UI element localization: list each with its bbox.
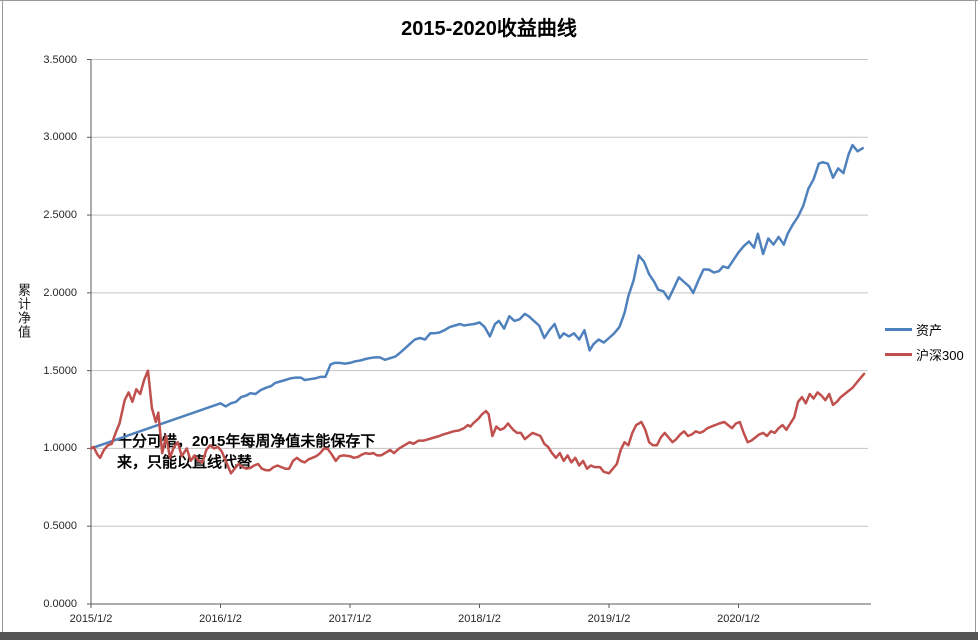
y-tick-label: 1.0000 (43, 442, 77, 455)
y-tick-label: 0.0000 (43, 598, 77, 610)
series-line-hs300 (89, 369, 866, 475)
chart-title: 2015-2020收益曲线 (401, 18, 577, 40)
y-tick-label: 2.0000 (43, 286, 77, 299)
legend-label: 资产 (916, 323, 943, 338)
frame-right-border (975, 0, 976, 632)
y-tick-label: 1.5000 (43, 364, 77, 377)
y-tick-label: 2.5000 (43, 209, 77, 222)
legend-item-hs300: 沪深300 (885, 342, 964, 367)
legend-label: 沪深300 (916, 348, 964, 363)
annotation-line-2: 来，只能以直线代替 (117, 454, 253, 471)
y-tick-label: 3.5000 (43, 53, 77, 66)
series-line-asset (89, 143, 865, 450)
legend-line-swatch (885, 353, 912, 356)
x-tick-label: 2016/1/2 (199, 613, 242, 625)
legend-line-swatch (885, 328, 912, 331)
legend-item-asset: 资产 (885, 317, 964, 342)
y-axis-title: 累计净值 (16, 283, 31, 339)
x-tick-label: 2017/1/2 (328, 613, 372, 625)
annotation-textbox: 十分可惜，2015年每周净值未能保存下 来，只能以直线代替 (117, 431, 375, 473)
x-tick-label: 2020/1/2 (717, 613, 760, 625)
frame-top-border (0, 0, 978, 1)
y-tick-label: 3.0000 (43, 131, 77, 144)
y-tick-label: 0.5000 (43, 520, 77, 533)
bottom-edge-bar (0, 632, 978, 640)
x-tick-label: 2015/1/2 (69, 613, 113, 625)
legend: 资产沪深300 (885, 317, 964, 367)
annotation-line-1: 十分可惜，2015年每周净值未能保存下 (117, 433, 376, 450)
x-tick-label: 2019/1/2 (587, 613, 631, 625)
x-tick-label: 2018/1/2 (458, 613, 501, 625)
frame-left-border (2, 0, 3, 632)
